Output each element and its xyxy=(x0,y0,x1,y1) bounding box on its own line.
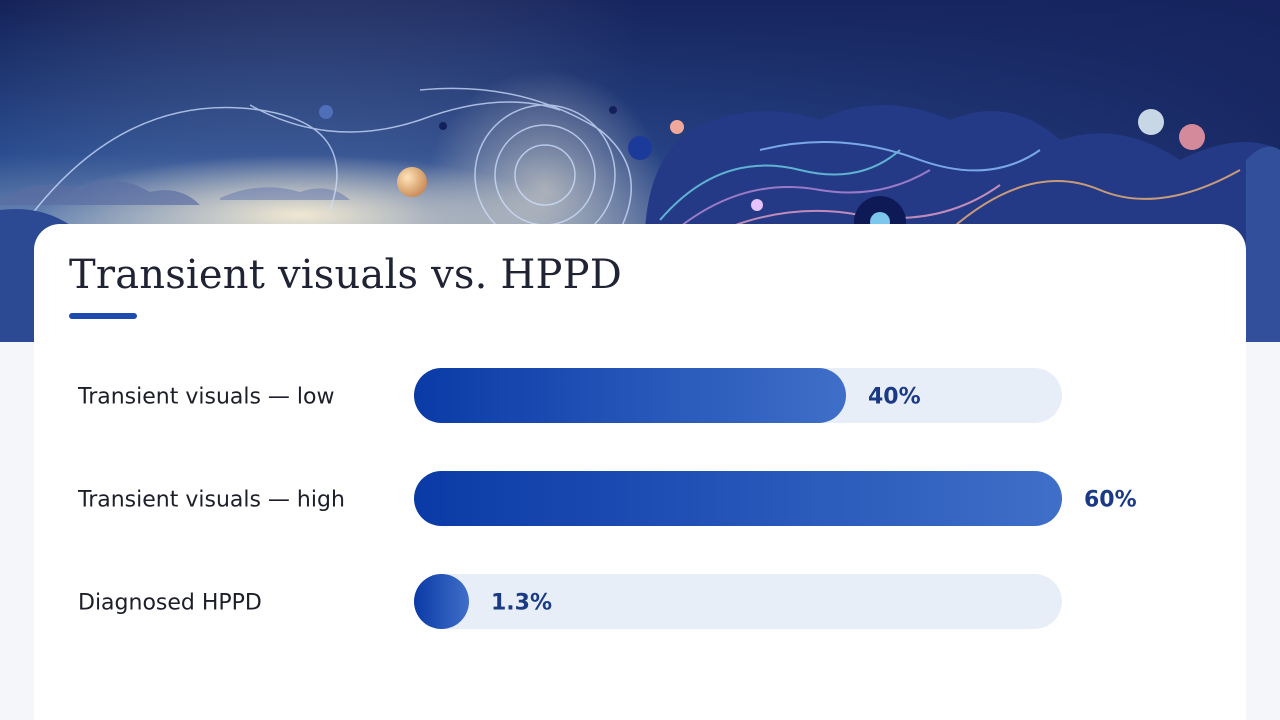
header-illustration xyxy=(0,0,1280,342)
chart-card: Transient visuals vs. HPPD Transient vis… xyxy=(34,224,1246,720)
bar-chart: Transient visuals — low 40% Transient visu… xyxy=(77,368,1137,629)
bar-track xyxy=(414,574,1062,629)
category-label-diagnosed-hppd: Diagnosed HPPD xyxy=(78,591,262,616)
value-label-diagnosed-hppd: 1.3% xyxy=(491,591,552,616)
bar-transient-visuals-low xyxy=(414,368,846,423)
title-underline xyxy=(69,313,137,319)
category-label-transient-visuals-low: Transient visuals — low xyxy=(77,385,335,410)
value-label-transient-visuals-low: 40% xyxy=(868,385,921,410)
bar-transient-visuals-high xyxy=(414,471,1062,526)
value-label-transient-visuals-high: 60% xyxy=(1084,488,1137,513)
category-label-transient-visuals-high: Transient visuals — high xyxy=(77,488,345,513)
chart-title: Transient visuals vs. HPPD xyxy=(69,252,623,298)
bar-diagnosed-hppd xyxy=(414,574,469,629)
